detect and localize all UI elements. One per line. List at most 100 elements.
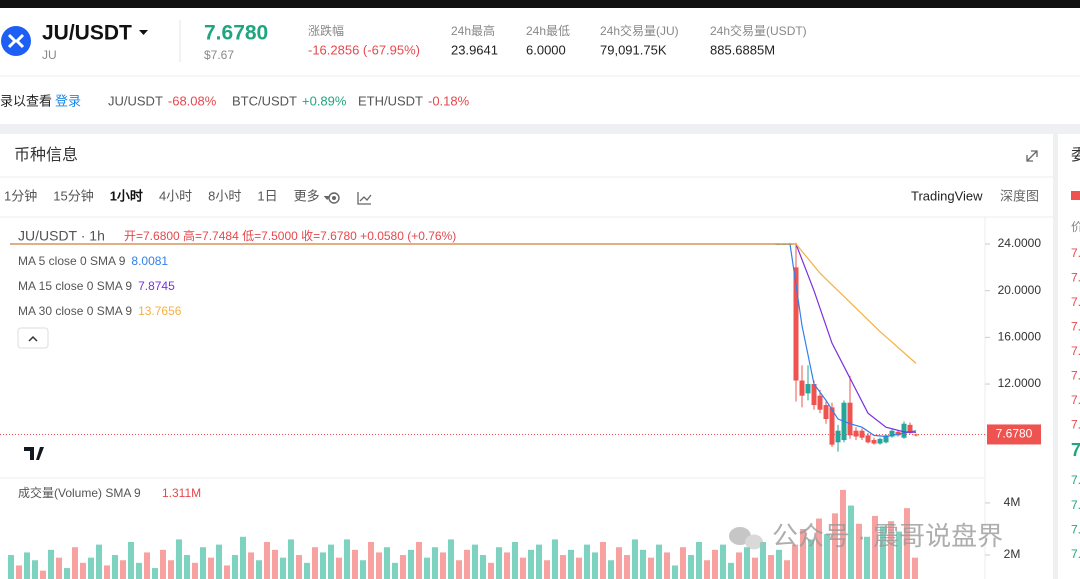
volume-bar xyxy=(680,547,686,579)
volume-bar xyxy=(872,515,878,579)
stat-label: 24h交易量(JU) xyxy=(600,23,679,38)
volume-bar xyxy=(568,549,574,579)
candle-body xyxy=(883,435,889,443)
login-text: 录以查看 xyxy=(0,93,52,108)
ohlc-label: 开=7.6800 高=7.7484 低=7.5000 收=7.6780 +0.0… xyxy=(124,228,456,243)
order-book-icon[interactable] xyxy=(1071,191,1080,200)
volume-bar xyxy=(424,557,430,579)
volume-bar xyxy=(840,489,846,579)
volume-bar xyxy=(896,531,902,579)
volume-bar xyxy=(112,555,118,579)
order-book-header: 价 xyxy=(1071,220,1080,234)
volume-bar xyxy=(504,552,510,579)
stat-value: 23.9641 xyxy=(451,42,498,57)
volume-bar xyxy=(880,526,886,579)
volume-bar xyxy=(216,544,222,579)
legend-entry: MA 15 close 0 SMA 9 xyxy=(18,279,132,293)
ask-price: 7. xyxy=(1071,271,1080,285)
settings-icon[interactable] xyxy=(328,192,340,204)
ticker-pair[interactable]: BTC/USDT xyxy=(232,93,297,108)
pair-dropdown[interactable] xyxy=(139,30,148,35)
volume-bar xyxy=(552,539,558,579)
volume-bar xyxy=(792,544,798,579)
pair[interactable]: JU/USDT xyxy=(42,22,132,45)
volume-sma: 1.311M xyxy=(162,486,201,500)
interval[interactable]: 4小时 xyxy=(159,188,192,203)
volume-bar xyxy=(48,549,54,579)
volume-bar xyxy=(480,555,486,579)
volume-bar xyxy=(584,544,590,579)
volume-bar xyxy=(192,562,198,579)
ma-line xyxy=(10,243,917,364)
interval[interactable]: 更多 xyxy=(294,188,320,203)
volume-tick-label: 4M xyxy=(1004,495,1021,509)
stat-value: 6.0000 xyxy=(526,42,566,57)
volume-bar xyxy=(720,544,726,579)
volume-bar xyxy=(616,547,622,579)
toolbar: 1分钟 15分钟 1小时 4小时 8小时 1日 更多 xyxy=(4,188,331,203)
volume-bar xyxy=(808,539,814,579)
volume-bar xyxy=(664,552,670,579)
volume-bar xyxy=(832,513,838,579)
depth-tab[interactable]: 深度图 xyxy=(1000,188,1039,203)
volume-bar xyxy=(184,555,190,579)
volume-bar xyxy=(32,560,38,579)
candle-body xyxy=(865,435,871,443)
volume-bar xyxy=(672,565,678,579)
volume-bar xyxy=(288,539,294,579)
interval[interactable]: 15分钟 xyxy=(53,188,93,203)
volume-bar xyxy=(656,544,662,579)
volume-bar xyxy=(688,555,694,579)
volume-bar xyxy=(640,549,646,579)
stat-label: 24h交易量(USDT) xyxy=(710,23,807,38)
order-book-rows: 7. 7. 7. 7. 7. 7. 7. 7. 7 7. 7. 7. 7. xyxy=(1071,246,1080,561)
volume-bar xyxy=(176,539,182,579)
volume-bar xyxy=(696,542,702,579)
volume-bar xyxy=(544,560,550,579)
interval[interactable]: 8小时 xyxy=(208,188,241,203)
volume-bar xyxy=(8,555,14,579)
volume-bar xyxy=(488,562,494,579)
y-tick-label: 16.0000 xyxy=(998,330,1042,344)
volume-bar xyxy=(144,552,150,579)
stat-value: -16.2856 (-67.95%) xyxy=(308,42,420,57)
volume-bar xyxy=(824,534,830,579)
coin-logo-mark xyxy=(7,33,25,49)
volume-bar xyxy=(608,560,614,579)
volume-bar xyxy=(352,549,358,579)
login-link[interactable]: 登录 xyxy=(55,93,81,108)
stat-label: 24h最高 xyxy=(451,23,495,38)
legend-value: 7.8745 xyxy=(138,279,175,293)
volume-bar xyxy=(24,552,30,579)
ma-line xyxy=(10,243,917,433)
interval[interactable]: 1分钟 xyxy=(4,188,37,203)
volume-bar xyxy=(776,549,782,579)
volume-bar xyxy=(496,547,502,579)
volume-bar xyxy=(224,565,230,579)
last-price-short: 7 xyxy=(1071,440,1080,460)
collapse-caret xyxy=(28,335,38,342)
indicator-icon[interactable] xyxy=(357,192,372,205)
tickers: JU/USDT -68.08% BTC/USDT +0.89% ETH/USDT -0.1… xyxy=(108,93,470,108)
volume-bar xyxy=(328,544,334,579)
volume-bar xyxy=(256,560,262,579)
volume-bar xyxy=(464,549,470,579)
interval[interactable]: 1日 xyxy=(257,188,277,203)
expand-icon[interactable] xyxy=(1026,150,1038,162)
ticker-pair[interactable]: ETH/USDT xyxy=(358,93,423,108)
y-tick-label: 12.0000 xyxy=(998,376,1042,390)
volume-bar xyxy=(160,549,166,579)
candle-body xyxy=(805,384,811,394)
ticker-pair[interactable]: JU/USDT xyxy=(108,93,163,108)
candle-body xyxy=(811,384,817,406)
candle-body xyxy=(835,430,841,443)
volume-bar xyxy=(120,560,126,579)
last-price: 7.6780 xyxy=(204,22,268,45)
volume-bar xyxy=(536,544,542,579)
candle-body xyxy=(817,395,823,410)
y-tick-label: 24.0000 xyxy=(998,236,1042,250)
tradingview-tab[interactable]: TradingView xyxy=(911,188,983,203)
bid-price: 7. xyxy=(1071,473,1080,487)
interval[interactable]: 1小时 xyxy=(110,188,143,203)
